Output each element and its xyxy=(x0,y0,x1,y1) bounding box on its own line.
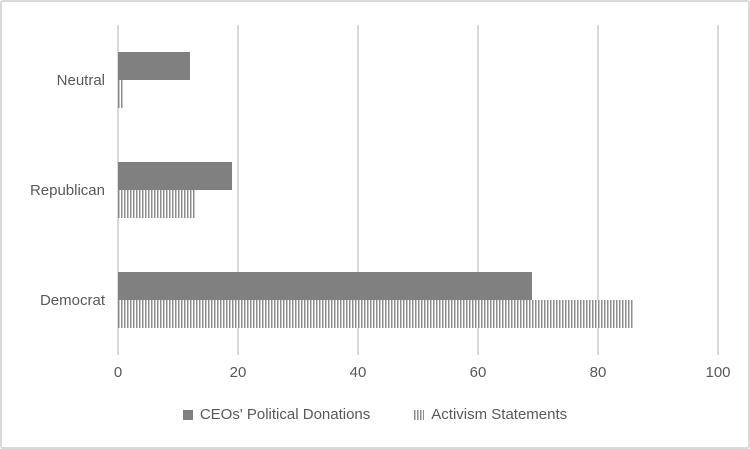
gridline xyxy=(357,25,359,355)
y-axis-label-neutral: Neutral xyxy=(56,71,105,89)
bar-donations-neutral xyxy=(118,52,190,80)
category-band-republican xyxy=(118,135,718,245)
x-axis-tick: 40 xyxy=(349,364,367,381)
striped-swatch-icon xyxy=(414,409,425,420)
legend-label-activism: Activism Statements xyxy=(431,406,568,423)
x-axis-tick: 20 xyxy=(229,364,247,381)
bar-activism-neutral xyxy=(118,80,124,108)
x-axis-tick: 80 xyxy=(589,364,607,381)
category-band-democrat xyxy=(118,245,718,355)
solid-swatch-icon xyxy=(182,409,193,420)
x-axis-tick: 60 xyxy=(469,364,487,381)
y-axis-label-democrat: Democrat xyxy=(39,291,105,309)
x-axis-tick: 100 xyxy=(705,364,731,381)
plot-area xyxy=(117,25,719,355)
chart-legend: CEOs' Political Donations Activism State… xyxy=(2,406,748,423)
gridline xyxy=(477,25,479,355)
bar-donations-republican xyxy=(118,162,232,190)
legend-item-donations: CEOs' Political Donations xyxy=(182,406,371,423)
bar-activism-republican xyxy=(118,190,196,218)
bar-activism-democrat xyxy=(118,300,634,328)
bar-donations-democrat xyxy=(118,272,532,300)
legend-item-activism: Activism Statements xyxy=(414,406,567,423)
legend-label-donations: CEOs' Political Donations xyxy=(199,406,371,423)
y-axis-label-republican: Republican xyxy=(29,181,105,199)
gridline xyxy=(717,25,719,355)
category-band-neutral xyxy=(118,25,718,135)
y-axis-labels: Neutral Republican Democrat xyxy=(2,25,105,355)
gridline xyxy=(237,25,239,355)
gridline xyxy=(597,25,599,355)
x-axis-tick: 0 xyxy=(113,364,123,381)
x-axis-labels: 0 20 40 60 80 100 xyxy=(2,364,748,384)
